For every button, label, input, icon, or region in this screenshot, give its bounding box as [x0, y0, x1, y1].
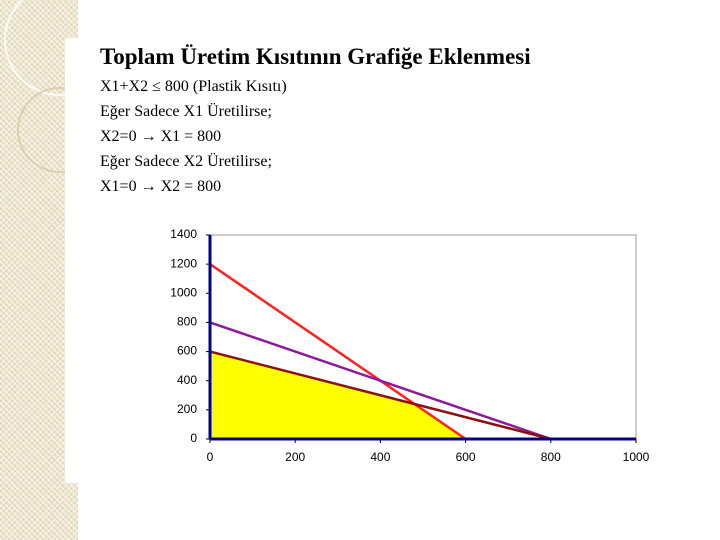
x-tick-label: 0 [207, 450, 214, 464]
x-tick-label: 600 [456, 450, 476, 464]
text-line: Eğer Sadece X2 Üretilirse; [100, 153, 272, 170]
feasible-region [210, 351, 466, 439]
x-tick-label: 1000 [623, 450, 650, 464]
text-line: X1=0 → X2 = 800 [100, 178, 222, 195]
y-tick-label: 1400 [170, 227, 197, 241]
x-tick-label: 800 [541, 450, 561, 464]
text-line: X1+X2 ≤ 800 (Plastik Kısıtı) [100, 78, 287, 95]
constraint-line [209, 321, 552, 441]
y-tick-label: 0 [190, 431, 197, 445]
text-line: X2=0 → X1 = 800 [100, 128, 222, 145]
constraint-line [209, 350, 552, 441]
x-tick-label: 400 [370, 450, 390, 464]
y-tick-label: 400 [177, 373, 197, 387]
text-line: Eğer Sadece X1 Üretilirse; [100, 103, 272, 120]
x-tick-label: 200 [285, 450, 305, 464]
slide-title: Toplam Üretim Kısıtının Grafiğe Eklenmes… [100, 44, 531, 69]
y-tick-label: 200 [177, 402, 197, 416]
y-tick-label: 1000 [170, 285, 197, 299]
constraint-line [209, 263, 467, 441]
y-tick-label: 800 [177, 315, 197, 329]
y-tick-label: 600 [177, 344, 197, 358]
y-tick-label: 1200 [170, 256, 197, 270]
